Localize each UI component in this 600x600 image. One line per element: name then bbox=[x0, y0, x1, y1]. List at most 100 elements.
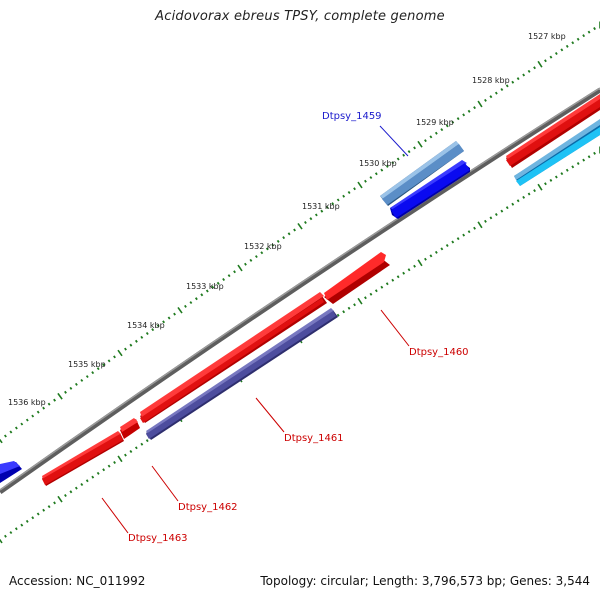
inner-ruler-minor-tick bbox=[407, 268, 411, 272]
inner-ruler-track bbox=[0, 146, 600, 544]
outer-ruler-minor-tick bbox=[500, 88, 504, 91]
outer-ruler-minor-tick bbox=[36, 410, 40, 414]
inner-ruler-minor-tick bbox=[145, 439, 149, 443]
outer-ruler-minor-tick bbox=[407, 150, 411, 154]
gene-dtpsy-1460[interactable] bbox=[324, 252, 390, 304]
outer-ruler-minor-tick bbox=[102, 363, 106, 367]
outer-ruler-minor-tick bbox=[194, 297, 198, 301]
feature-blue-lower-left[interactable] bbox=[0, 461, 22, 483]
inner-ruler-minor-tick bbox=[336, 313, 340, 317]
ruler-label-1536: 1536 kbp bbox=[8, 398, 46, 407]
outer-ruler-minor-tick bbox=[184, 304, 187, 308]
outer-ruler-minor-tick bbox=[554, 52, 558, 55]
outer-ruler-minor-tick bbox=[347, 190, 351, 195]
gene-dtpsy-1462[interactable] bbox=[140, 292, 327, 423]
outer-ruler-minor-tick bbox=[505, 84, 509, 88]
feature-cyan-right[interactable] bbox=[514, 119, 600, 186]
outer-ruler-minor-tick bbox=[96, 367, 100, 371]
outer-ruler-minor-tick bbox=[260, 251, 264, 255]
outer-ruler-major-tick bbox=[357, 181, 363, 189]
feature-blue-upper[interactable] bbox=[390, 160, 470, 219]
outer-ruler-minor-tick bbox=[494, 91, 498, 95]
outer-ruler-minor-tick bbox=[20, 422, 24, 426]
outer-ruler-minor-tick bbox=[516, 77, 520, 81]
outer-ruler-minor-tick bbox=[331, 202, 335, 206]
outer-ruler-major-tick bbox=[417, 140, 423, 148]
inner-ruler-minor-tick bbox=[565, 168, 569, 172]
outer-ruler-minor-tick bbox=[484, 98, 487, 102]
outer-ruler-minor-tick bbox=[527, 69, 531, 73]
outer-ruler-minor-tick bbox=[353, 187, 356, 191]
inner-ruler-minor-tick bbox=[484, 219, 487, 223]
gene-label-dtpsy-1463[interactable]: Dtpsy_1463 bbox=[128, 533, 188, 544]
genome-summary-text: Topology: circular; Length: 3,796,573 bp… bbox=[260, 574, 590, 588]
outer-ruler-minor-tick bbox=[391, 161, 395, 165]
inner-ruler-minor-tick bbox=[80, 482, 84, 487]
outer-ruler-major-tick bbox=[297, 222, 303, 230]
outer-ruler-minor-tick bbox=[325, 205, 329, 209]
outer-ruler-major-tick bbox=[117, 349, 123, 357]
inner-ruler-minor-tick bbox=[440, 247, 444, 251]
inner-ruler-minor-tick bbox=[434, 250, 438, 254]
inner-ruler-minor-tick bbox=[47, 505, 51, 509]
gene-label-dtpsy-1462[interactable]: Dtpsy_1462 bbox=[178, 502, 238, 513]
outer-ruler-minor-tick bbox=[320, 209, 324, 213]
outer-ruler-minor-tick bbox=[473, 106, 476, 110]
gene-label-dtpsy-1459[interactable]: Dtpsy_1459 bbox=[322, 111, 382, 122]
outer-ruler-track bbox=[0, 21, 600, 444]
inner-ruler-major-tick bbox=[117, 455, 123, 463]
inner-ruler-minor-tick bbox=[374, 289, 378, 293]
inner-ruler-minor-tick bbox=[74, 486, 78, 490]
outer-ruler-minor-tick bbox=[434, 131, 438, 135]
inner-ruler-minor-tick bbox=[36, 512, 40, 516]
outer-ruler-minor-tick bbox=[222, 277, 226, 282]
inner-ruler-major-tick bbox=[357, 297, 363, 305]
inner-ruler-minor-tick bbox=[451, 240, 455, 244]
outer-ruler-minor-tick bbox=[364, 179, 367, 183]
gene-label-dtpsy-1460[interactable]: Dtpsy_1460 bbox=[409, 347, 469, 358]
inner-ruler-minor-tick bbox=[554, 175, 558, 179]
outer-ruler-minor-tick bbox=[42, 406, 46, 410]
inner-ruler-minor-tick bbox=[473, 226, 476, 230]
inner-ruler-minor-tick bbox=[576, 162, 580, 165]
gene-label-dtpsy-1461[interactable]: Dtpsy_1461 bbox=[284, 433, 344, 444]
outer-ruler-minor-tick bbox=[113, 355, 116, 359]
ruler-label-1534: 1534 kbp bbox=[127, 321, 165, 330]
gene-dtpsy-1459[interactable] bbox=[380, 141, 464, 206]
gene-dtpsy-1461[interactable] bbox=[146, 308, 338, 440]
outer-ruler-minor-tick bbox=[80, 378, 84, 382]
outer-ruler-minor-tick bbox=[314, 213, 318, 217]
outer-ruler-minor-tick bbox=[227, 274, 231, 278]
outer-ruler-minor-tick bbox=[265, 247, 269, 251]
outer-ruler-major-tick bbox=[237, 264, 243, 272]
outer-ruler-minor-tick bbox=[413, 146, 416, 150]
feature-red-upper-right[interactable] bbox=[506, 94, 600, 168]
ruler-label-1532: 1532 kbp bbox=[244, 242, 282, 251]
ruler-labels: 1527 kbp 1528 kbp 1529 kbp 1530 kbp 1531… bbox=[8, 32, 566, 407]
outer-ruler-minor-tick bbox=[456, 117, 460, 121]
outer-ruler-minor-tick bbox=[489, 95, 493, 99]
outer-ruler-minor-tick bbox=[271, 243, 275, 247]
outer-ruler-minor-tick bbox=[145, 331, 149, 336]
inner-ruler-minor-tick bbox=[342, 310, 346, 314]
genome-backbone bbox=[0, 87, 600, 495]
outer-ruler-major-tick bbox=[57, 392, 63, 400]
outer-ruler-major-tick bbox=[0, 438, 3, 444]
outer-ruler-minor-tick bbox=[129, 343, 133, 347]
outer-ruler-minor-tick bbox=[200, 293, 204, 297]
outer-ruler-minor-tick bbox=[467, 109, 471, 113]
gene-dtpsy-1463[interactable] bbox=[42, 418, 140, 486]
inner-ruler-minor-tick bbox=[4, 534, 7, 538]
outer-ruler-major-tick bbox=[177, 306, 183, 314]
outer-ruler-minor-tick bbox=[162, 320, 166, 324]
inner-ruler-minor-tick bbox=[14, 527, 18, 531]
outer-ruler-minor-tick bbox=[254, 255, 258, 259]
inner-ruler-minor-tick bbox=[527, 192, 531, 196]
outer-ruler-minor-tick bbox=[462, 113, 466, 117]
outer-ruler-minor-tick bbox=[369, 176, 373, 180]
outer-ruler-minor-tick bbox=[156, 324, 160, 328]
inner-ruler-minor-tick bbox=[69, 490, 73, 494]
inner-ruler-minor-tick bbox=[385, 282, 389, 286]
